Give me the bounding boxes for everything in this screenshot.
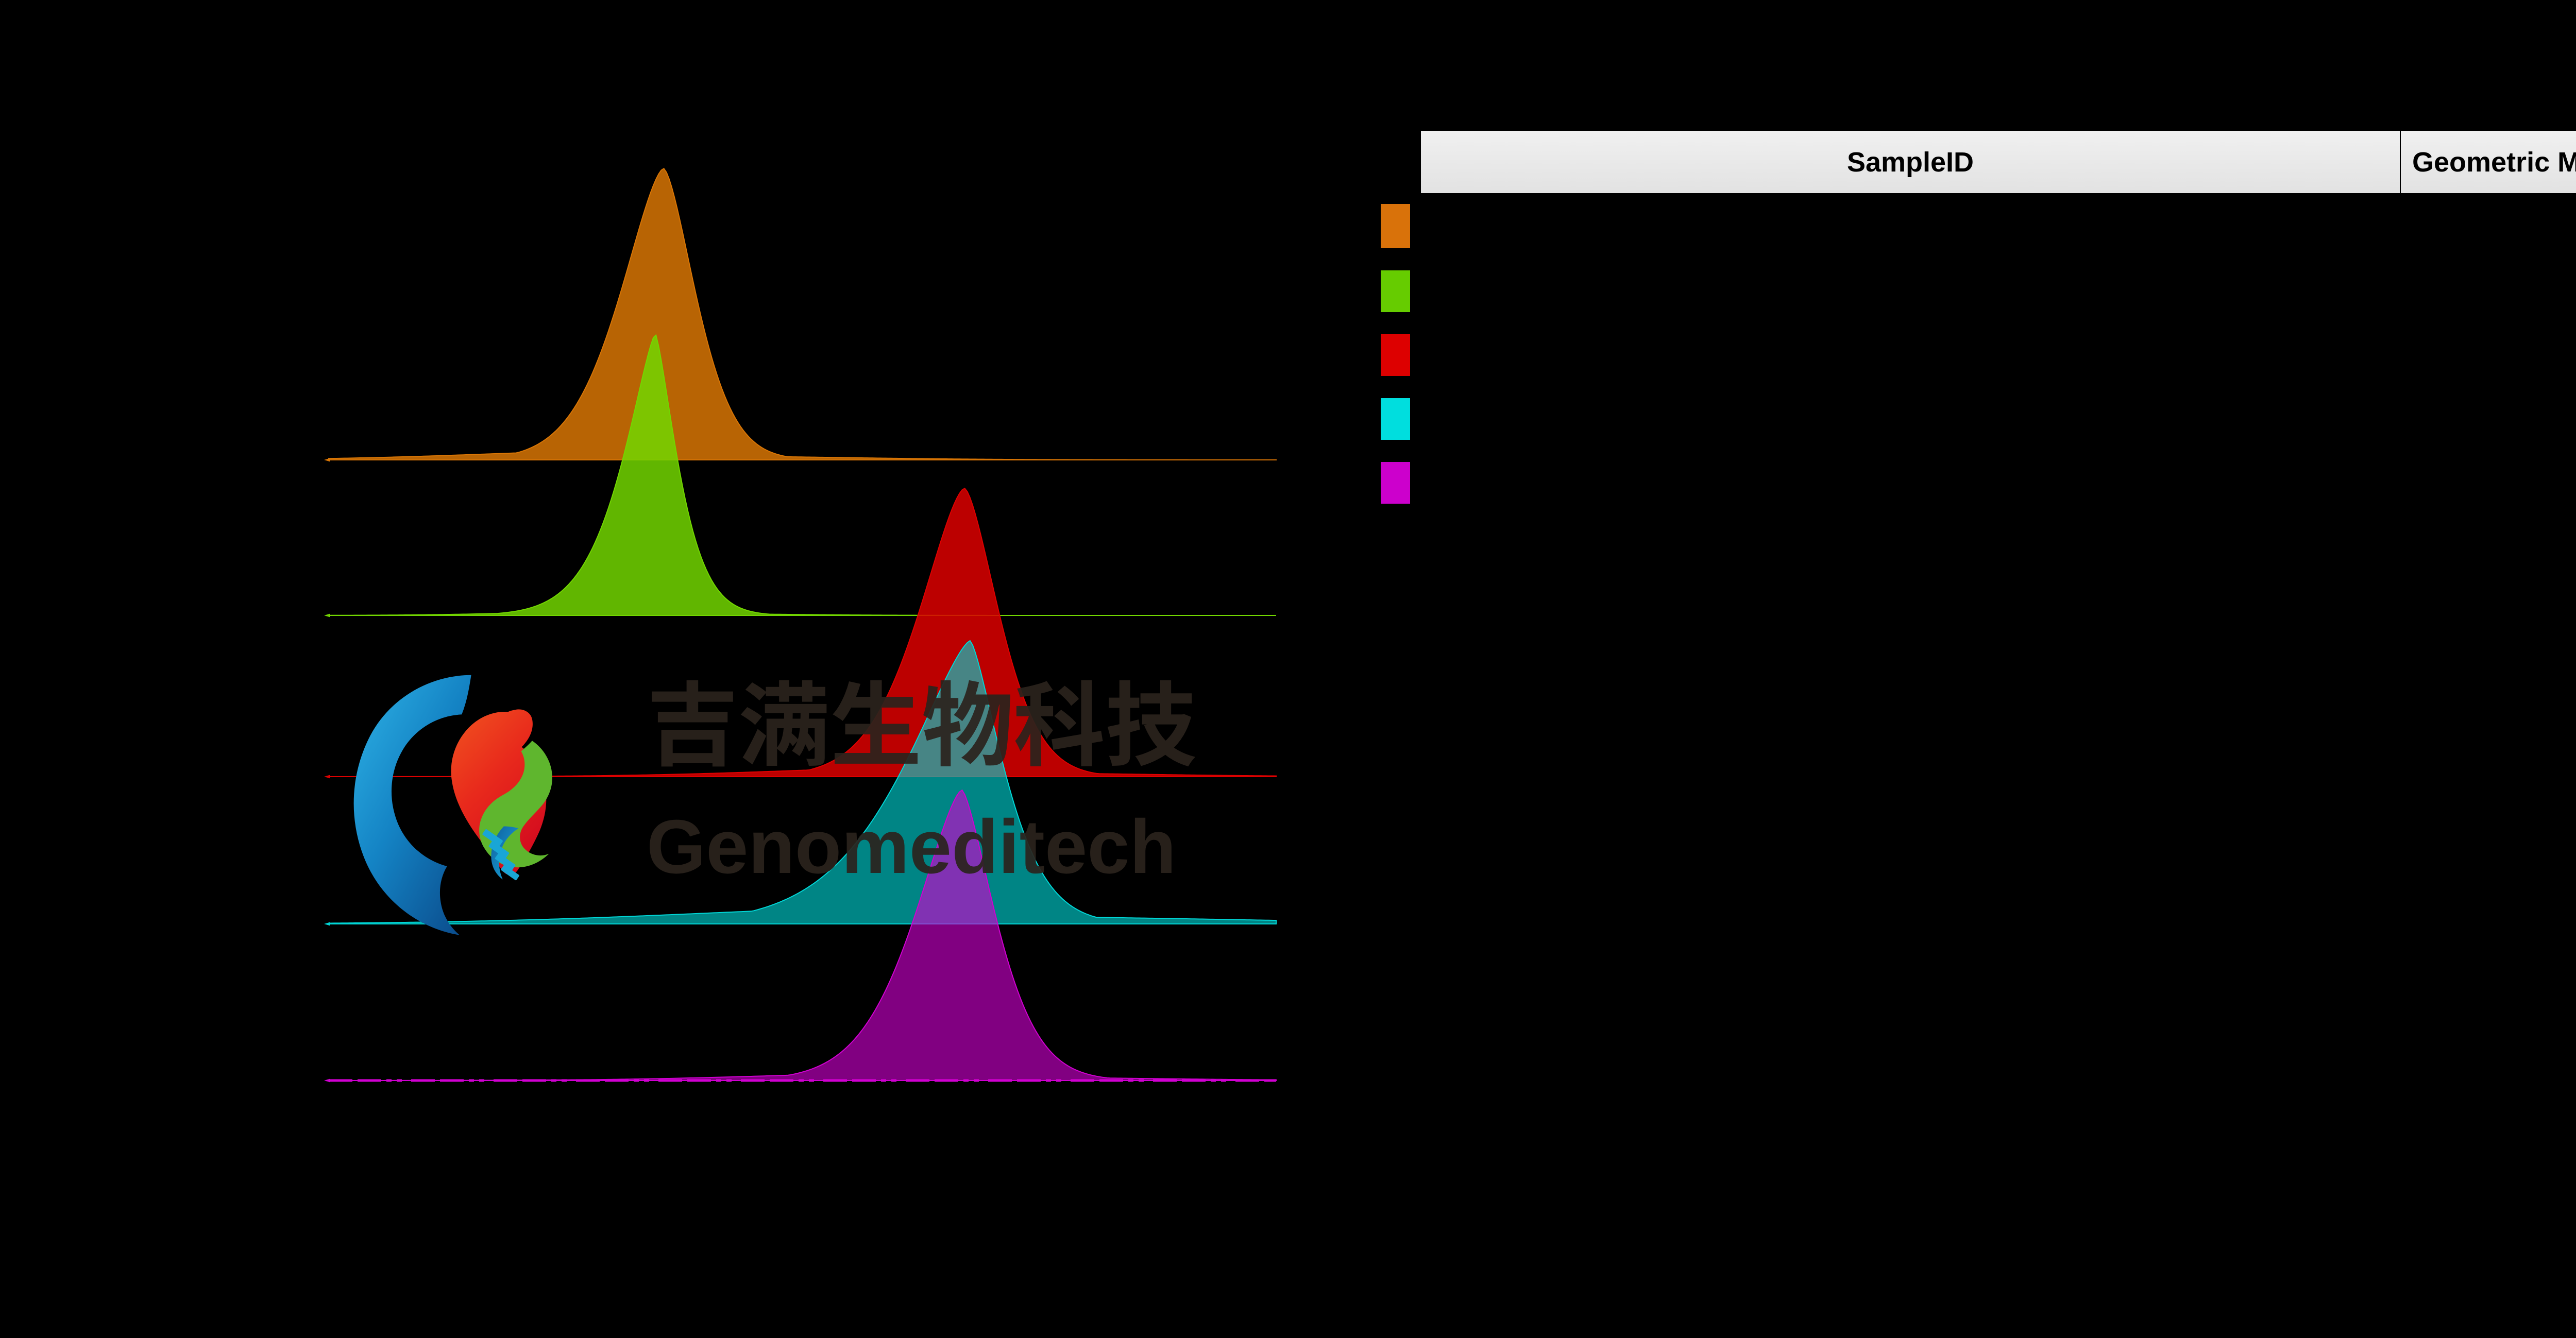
svg-text:Genomeditech: Genomeditech <box>647 804 1176 889</box>
svg-text:吉满生物科技: 吉满生物科技 <box>647 653 1197 785</box>
